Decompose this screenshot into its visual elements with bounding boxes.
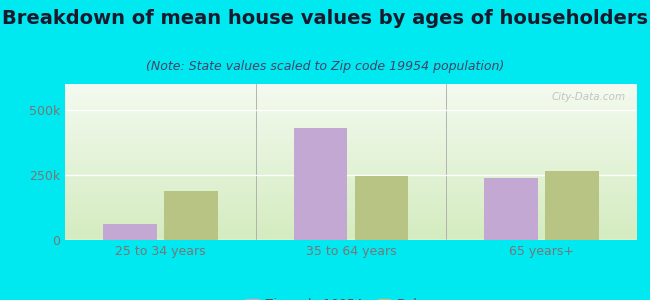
Bar [484, 178, 538, 240]
Text: City-Data.com: City-Data.com [551, 92, 625, 102]
Bar [103, 224, 157, 240]
Bar [294, 128, 347, 240]
Bar [545, 171, 599, 240]
Text: (Note: State values scaled to Zip code 19954 population): (Note: State values scaled to Zip code 1… [146, 60, 504, 73]
Text: Breakdown of mean house values by ages of householders: Breakdown of mean house values by ages o… [2, 9, 648, 28]
Legend: Zip code 19954, Delaware: Zip code 19954, Delaware [241, 293, 461, 300]
Bar [164, 190, 218, 240]
Bar [355, 176, 408, 240]
